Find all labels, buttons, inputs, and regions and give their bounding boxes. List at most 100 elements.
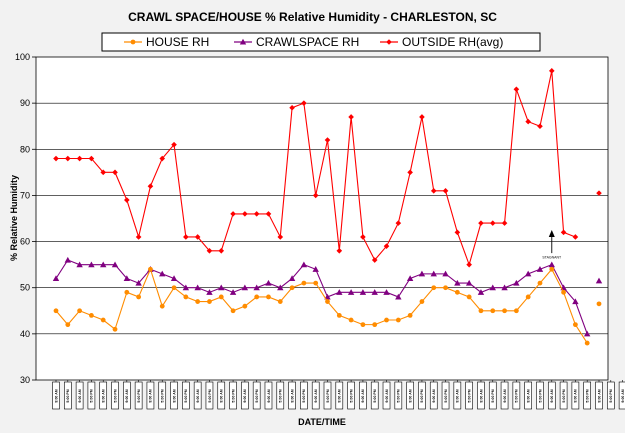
legend-label: CRAWLSPACE RH (256, 35, 359, 49)
x-tick-box (595, 381, 603, 410)
data-point (465, 279, 473, 286)
data-point (360, 234, 366, 240)
data-point (112, 326, 118, 332)
data-point (100, 261, 107, 268)
x-tick-label: 9:00 AM (267, 389, 271, 402)
data-point (65, 322, 71, 328)
data-point (395, 293, 402, 300)
x-tick-box (465, 381, 473, 410)
data-point (289, 104, 295, 111)
data-point (383, 243, 390, 249)
data-point (254, 294, 260, 300)
data-point (194, 234, 201, 240)
x-tick-box (500, 381, 509, 410)
data-point (537, 123, 543, 130)
data-point (454, 229, 461, 236)
x-tick-box (370, 381, 379, 410)
x-tick-label: 9:00 AM (314, 389, 318, 402)
legend-label: OUTSIDE RH(avg) (402, 35, 503, 49)
x-tick-label: 5:00 PM (373, 389, 377, 402)
x-tick-box (394, 381, 403, 410)
x-tick-label: 9:00 AM (408, 389, 412, 402)
data-point (407, 169, 413, 176)
x-tick-box (229, 381, 237, 410)
data-point (312, 192, 319, 199)
data-point (112, 169, 118, 176)
data-point (359, 289, 367, 295)
x-tick-label: 5:00 PM (113, 389, 117, 402)
x-tick-box (571, 381, 580, 410)
data-point (324, 137, 331, 143)
x-tick-label: 5:00 PM (302, 389, 306, 402)
x-tick-label: 5:00 PM (397, 389, 401, 402)
data-point (478, 220, 484, 226)
series-layer (52, 68, 603, 346)
data-point (183, 294, 189, 300)
x-tick-label: 5:00 PM (515, 389, 519, 402)
data-point (206, 248, 213, 254)
data-point (489, 284, 496, 291)
data-point (277, 299, 283, 304)
x-tick-box (75, 381, 84, 410)
x-tick-box (618, 381, 625, 410)
data-point (454, 279, 461, 286)
x-tick-label: 9:00 AM (621, 389, 625, 402)
data-point (206, 289, 213, 295)
x-tick-label: 5:00 PM (349, 389, 353, 402)
x-tick-box (583, 381, 591, 410)
x-tick-label: 5:00 PM (137, 389, 141, 402)
x-tick-box (536, 381, 544, 410)
data-point (406, 275, 414, 282)
data-point (195, 299, 201, 304)
x-tick-label: 9:00 AM (526, 389, 530, 402)
data-point (372, 322, 378, 328)
x-tick-label: 9:00 AM (290, 389, 294, 402)
data-point (135, 234, 142, 240)
data-point (218, 294, 224, 300)
data-point (241, 284, 249, 291)
x-tick-box (559, 381, 568, 410)
data-point (171, 141, 177, 148)
x-tick-box (158, 381, 167, 410)
y-tick-label: 90 (20, 98, 30, 108)
x-tick-label: 9:00 AM (456, 389, 460, 402)
data-point (477, 289, 485, 295)
series-house-rh (53, 266, 602, 346)
data-point (242, 303, 248, 309)
x-tick-box (347, 381, 355, 410)
data-point (77, 308, 83, 314)
x-tick-label: 9:00 AM (361, 389, 365, 402)
x-tick-label: 5:00 PM (208, 389, 212, 402)
x-tick-label: 5:00 PM (66, 389, 70, 402)
x-tick-box (134, 381, 143, 410)
x-tick-box (217, 381, 226, 410)
data-point (442, 188, 449, 194)
data-point (395, 317, 401, 323)
data-point (431, 285, 437, 291)
data-point (513, 86, 520, 93)
data-point (242, 211, 248, 217)
x-tick-box (146, 381, 155, 410)
data-point (596, 301, 602, 307)
legend-marker (386, 39, 392, 45)
series-outside-rh-avg (53, 68, 602, 268)
data-point (111, 261, 119, 268)
data-point (348, 114, 354, 120)
data-point (289, 285, 295, 291)
x-tick-label: 5:00 PM (161, 389, 165, 402)
x-tick-box (311, 381, 320, 410)
x-tick-box (205, 381, 214, 410)
data-point (490, 308, 496, 314)
data-point (64, 256, 72, 263)
x-tick-box (418, 381, 426, 410)
data-point (419, 299, 425, 304)
legend-marker (130, 39, 136, 45)
data-point (135, 279, 142, 286)
data-point (478, 308, 484, 314)
data-point (277, 284, 284, 291)
data-point (336, 313, 342, 318)
data-point (513, 308, 519, 314)
x-tick-label: 9:00 AM (78, 389, 82, 402)
annotation-text: STAGNANT (542, 256, 562, 260)
